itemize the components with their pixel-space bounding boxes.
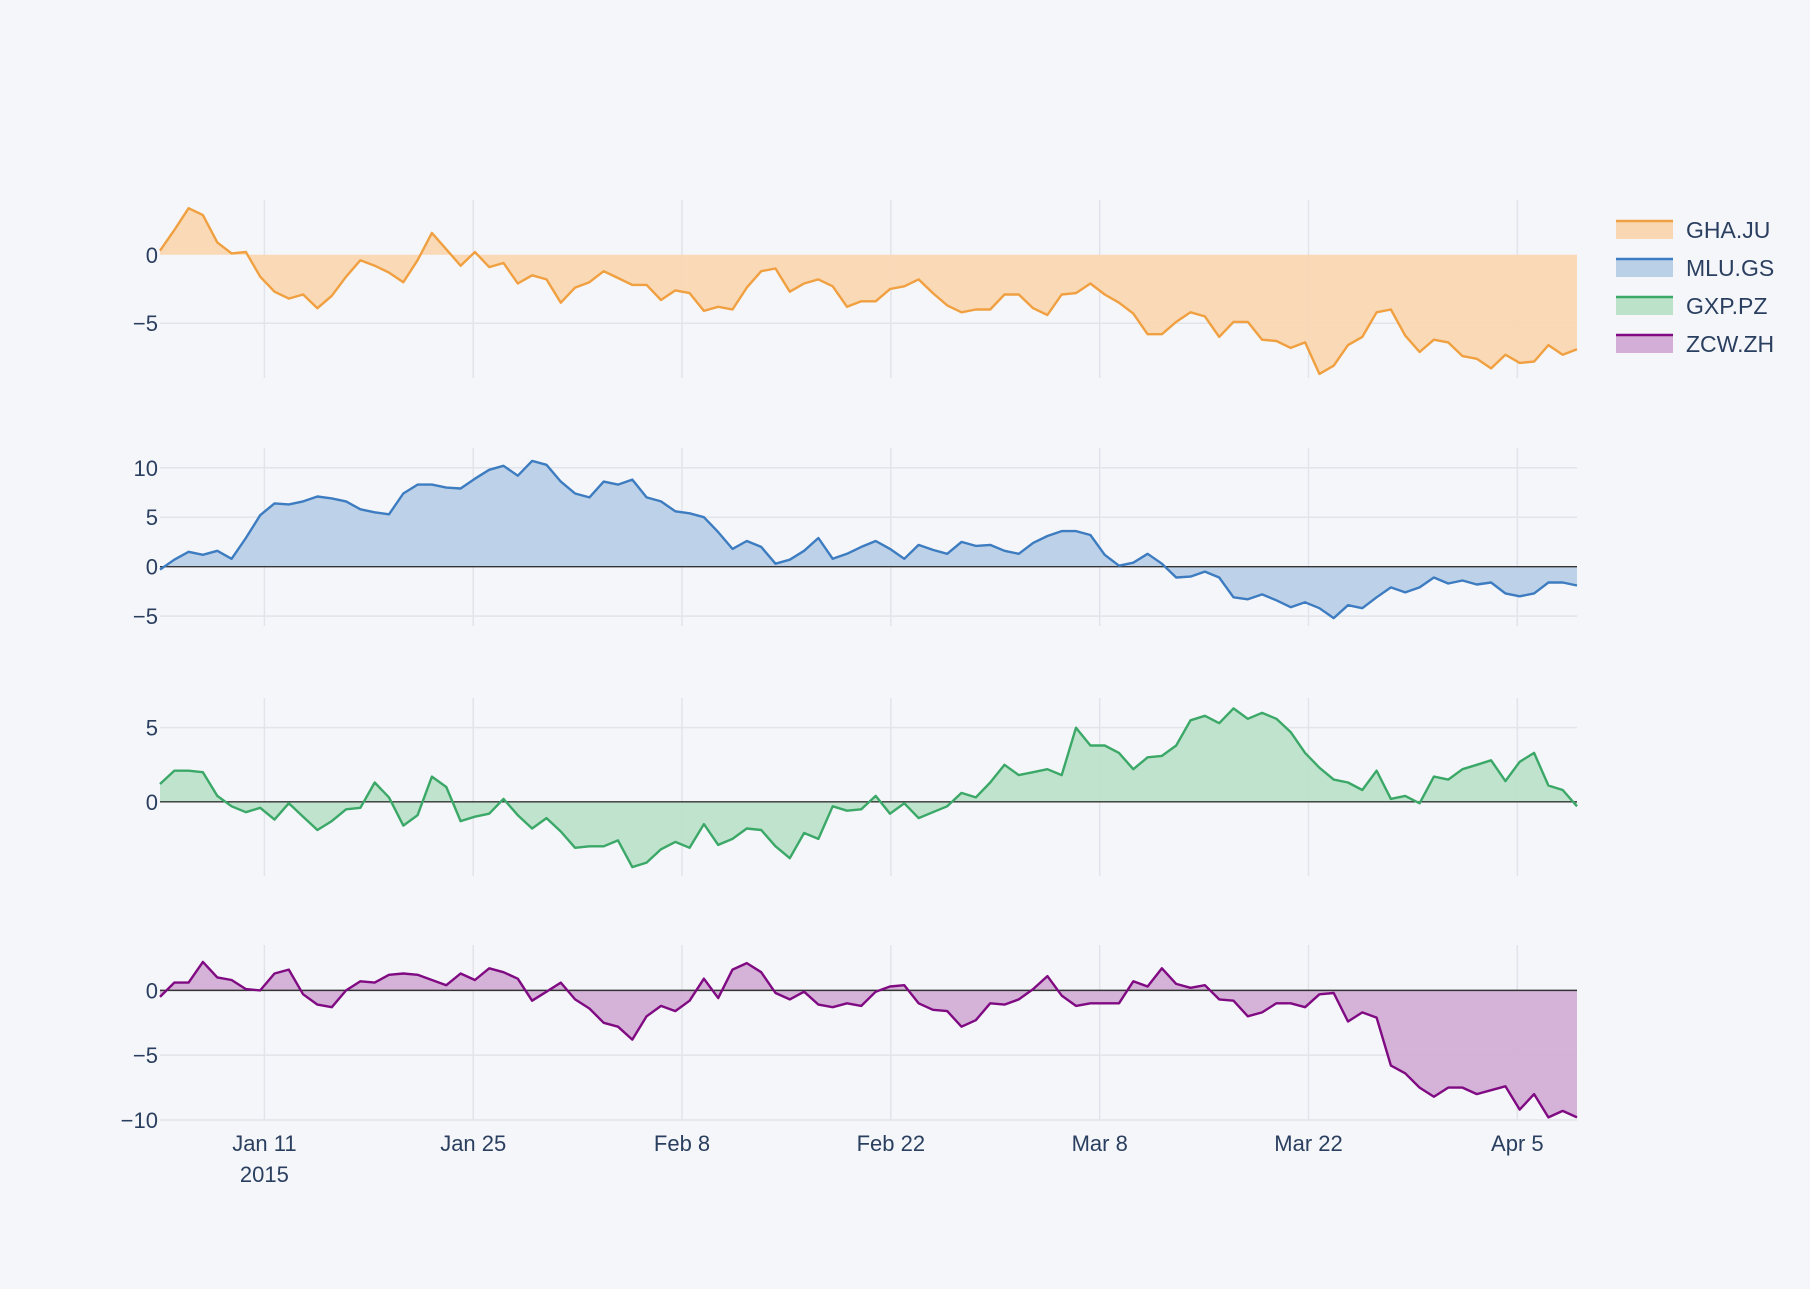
legend-item[interactable]: ZCW.ZH: [1616, 331, 1774, 357]
x-tick-label: Feb 8: [654, 1131, 710, 1156]
legend-swatch-fill: [1616, 335, 1673, 353]
panel-gha-ju: 0 −5: [133, 200, 1578, 378]
x-tick-label: Apr 5: [1491, 1131, 1544, 1156]
y-tick-label: 0: [146, 790, 158, 815]
series-area: [160, 208, 1577, 374]
panel-mlu-gs: 10 5 0 −5: [133, 448, 1578, 629]
legend-item[interactable]: GXP.PZ: [1616, 293, 1767, 319]
y-tick-label: −5: [133, 311, 158, 336]
legend-swatch-fill: [1616, 259, 1673, 277]
legend: GHA.JU MLU.GS GXP.PZ ZCW.ZH: [1616, 217, 1774, 357]
legend-label: GXP.PZ: [1686, 293, 1767, 319]
x-tick-label: Jan 11: [232, 1131, 296, 1156]
x-tick-label: Mar 22: [1274, 1131, 1342, 1156]
series-line: [159, 207, 1578, 376]
legend-swatch-fill: [1616, 297, 1673, 315]
legend-label: ZCW.ZH: [1686, 331, 1774, 357]
series-area: [160, 460, 1577, 619]
legend-swatch-fill: [1616, 221, 1673, 239]
x-tick-label: Jan 25: [440, 1131, 506, 1156]
x-tick-label: Feb 22: [857, 1131, 926, 1156]
legend-label: GHA.JU: [1686, 217, 1770, 243]
panel-gxp-pz: 50: [146, 698, 1578, 876]
legend-label: MLU.GS: [1686, 255, 1774, 281]
series-line: [159, 960, 1578, 1119]
series-line: [159, 707, 1578, 869]
y-tick-label: −5: [133, 604, 158, 629]
legend-item[interactable]: MLU.GS: [1616, 255, 1774, 281]
x-tick-label: Mar 8: [1072, 1131, 1128, 1156]
series-area: [160, 708, 1577, 868]
legend-item[interactable]: GHA.JU: [1616, 217, 1770, 243]
x-tick-year-label: 2015: [240, 1162, 289, 1187]
panel-zcw-zh: 0 −5 −10: [121, 945, 1578, 1133]
y-tick-label: 5: [146, 716, 158, 741]
series-area: [160, 961, 1577, 1118]
y-tick-label: −10: [121, 1108, 158, 1133]
series-line: [159, 459, 1578, 620]
y-tick-label: −5: [133, 1043, 158, 1068]
y-tick-label: 0: [146, 978, 158, 1003]
y-tick-label: 0: [146, 243, 158, 268]
y-tick-label: 10: [134, 456, 158, 481]
y-tick-label: 0: [146, 555, 158, 580]
y-tick-label: 5: [146, 505, 158, 530]
